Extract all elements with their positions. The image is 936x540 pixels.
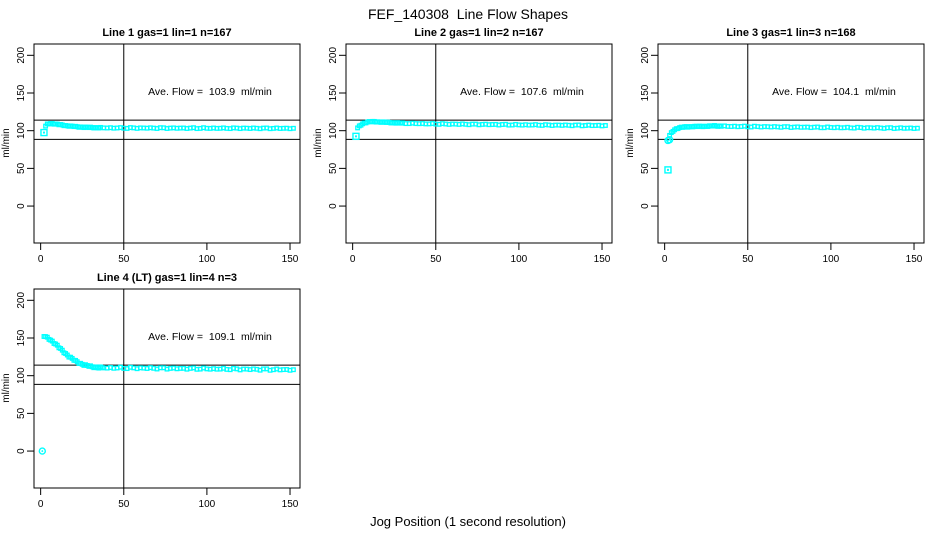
svg-text:50: 50 <box>328 162 339 174</box>
svg-text:200: 200 <box>16 47 27 64</box>
subplot-title: Line 2 gas=1 lin=2 n=167 <box>414 27 544 39</box>
axis-ticks: 0 50 100 150 200 0 50 100 150 <box>328 47 611 265</box>
plot-frame <box>33 43 301 244</box>
subplot-grid: 0 50 100 150 200 0 50 100 150 Line 1 gas=1 lin=1… <box>0 25 936 515</box>
data-points <box>41 334 296 373</box>
svg-text:100: 100 <box>328 122 339 139</box>
outlier-points <box>40 128 48 137</box>
outlier-points <box>352 132 360 141</box>
ave-flow-annotation: Ave. Flow = 109.1 ml/min <box>148 331 272 343</box>
axis-ticks: 0 50 100 150 200 0 50 100 150 <box>16 47 299 265</box>
reference-lines <box>658 44 924 243</box>
svg-text:100: 100 <box>16 122 27 139</box>
svg-text:0: 0 <box>350 254 356 265</box>
subplot-title: Line 3 gas=1 lin=3 n=168 <box>726 27 856 39</box>
svg-text:50: 50 <box>118 254 130 265</box>
plot-canvas-line-4: 0 50 100 150 200 0 50 100 150 <box>16 288 301 510</box>
svg-text:0: 0 <box>38 254 44 265</box>
data-points <box>667 123 920 138</box>
svg-text:50: 50 <box>16 407 27 419</box>
svg-text:200: 200 <box>16 292 27 309</box>
svg-text:50: 50 <box>640 162 651 174</box>
subplot-title: Line 1 gas=1 lin=1 n=167 <box>102 27 232 39</box>
reference-lines <box>346 44 612 243</box>
reference-lines <box>34 289 300 488</box>
outlier-points <box>664 136 674 174</box>
svg-text:100: 100 <box>199 499 216 510</box>
y-axis-label: ml/min <box>1 373 12 403</box>
svg-text:50: 50 <box>430 254 442 265</box>
subplot-line-3: 0 50 100 150 200 0 50 100 150 Line 3 gas=1 lin=3… <box>624 25 936 270</box>
ave-flow-annotation: Ave. Flow = 107.6 ml/min <box>460 86 584 98</box>
svg-text:150: 150 <box>640 84 651 101</box>
y-axis-label: ml/min <box>1 128 12 158</box>
svg-text:50: 50 <box>16 162 27 174</box>
y-axis-label: ml/min <box>625 128 636 158</box>
axis-ticks: 0 50 100 150 200 0 50 100 150 <box>640 47 923 265</box>
plot-canvas-line-1: 0 50 100 150 200 0 50 100 150 <box>16 43 301 265</box>
svg-text:150: 150 <box>906 254 923 265</box>
svg-text:150: 150 <box>16 329 27 346</box>
svg-text:100: 100 <box>640 122 651 139</box>
svg-text:100: 100 <box>199 254 216 265</box>
subplot-line-2: 0 50 100 150 200 0 50 100 150 Line 2 gas=1 lin=2… <box>312 25 624 270</box>
plot-frame <box>657 43 925 244</box>
svg-text:50: 50 <box>118 499 130 510</box>
svg-text:100: 100 <box>511 254 528 265</box>
svg-text:150: 150 <box>16 84 27 101</box>
svg-text:150: 150 <box>328 84 339 101</box>
svg-text:200: 200 <box>640 47 651 64</box>
svg-text:150: 150 <box>594 254 611 265</box>
svg-text:0: 0 <box>662 254 668 265</box>
svg-text:0: 0 <box>640 203 651 209</box>
svg-text:150: 150 <box>282 254 299 265</box>
outlier-points <box>38 447 47 455</box>
svg-text:100: 100 <box>16 367 27 384</box>
ave-flow-annotation: Ave. Flow = 104.1 ml/min <box>772 86 896 98</box>
subplot-title: Line 4 (LT) gas=1 lin=4 n=3 <box>96 272 238 284</box>
plot-canvas-line-2: 0 50 100 150 200 0 50 100 150 <box>328 43 613 265</box>
ave-flow-annotation: Ave. Flow = 103.9 ml/min <box>148 86 272 98</box>
svg-text:0: 0 <box>16 448 27 454</box>
data-points <box>355 118 608 131</box>
axis-ticks: 0 50 100 150 200 0 50 100 150 <box>16 292 299 510</box>
plot-canvas-line-3: 0 50 100 150 200 0 50 100 150 <box>640 43 925 265</box>
plot-frame <box>33 288 301 489</box>
svg-text:0: 0 <box>328 203 339 209</box>
subplot-line-1: 0 50 100 150 200 0 50 100 150 Line 1 gas=1 lin=1… <box>0 25 312 270</box>
plot-frame <box>345 43 613 244</box>
figure-title: FEF_140308 Line Flow Shapes <box>367 6 568 22</box>
reference-lines <box>34 44 300 243</box>
svg-text:100: 100 <box>823 254 840 265</box>
subplot-line-4: 0 50 100 150 200 0 50 100 150 Line 4 (LT) gas=1 … <box>0 270 312 515</box>
svg-text:200: 200 <box>328 47 339 64</box>
x-axis-label: Jog Position (1 second resolution) <box>370 514 566 529</box>
svg-text:0: 0 <box>38 499 44 510</box>
data-points <box>43 121 296 132</box>
svg-text:50: 50 <box>742 254 754 265</box>
y-axis-label: ml/min <box>313 128 324 158</box>
svg-text:150: 150 <box>282 499 299 510</box>
svg-text:0: 0 <box>16 203 27 209</box>
